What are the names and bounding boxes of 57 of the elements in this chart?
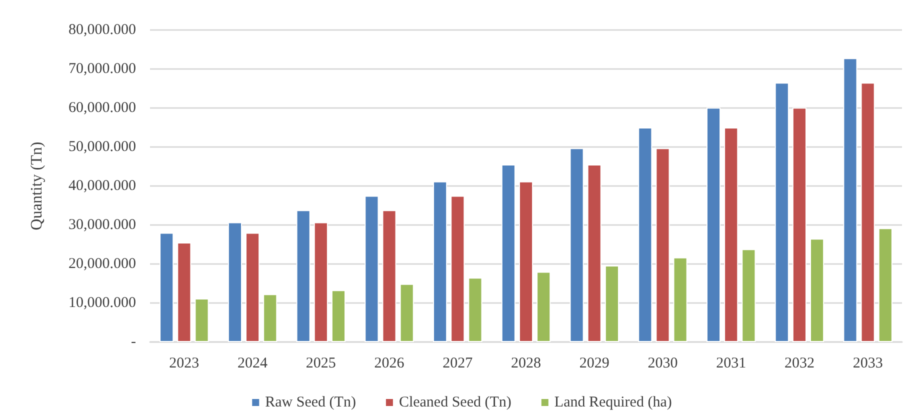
bar	[604, 266, 619, 342]
legend-label: Raw Seed (Tn)	[265, 394, 356, 410]
bar	[468, 278, 482, 342]
bar	[400, 284, 414, 342]
y-axis-title: Quantity (Tn)	[28, 142, 46, 230]
x-tick-label: 2030	[648, 356, 678, 372]
bar	[364, 196, 379, 342]
bar	[501, 164, 516, 342]
x-tick-label: 2031	[716, 356, 746, 372]
bar	[860, 82, 875, 342]
x-tick-label: 2032	[784, 356, 814, 372]
bar	[296, 210, 310, 342]
y-tick-label: 10,000.000	[68, 295, 136, 311]
bar	[331, 290, 346, 342]
bar	[194, 298, 209, 342]
bar	[724, 128, 738, 342]
bar	[656, 148, 670, 342]
y-tick-label: 80,000.000	[68, 22, 136, 38]
bar	[160, 232, 174, 342]
x-tick-label: 2028	[511, 356, 541, 372]
y-tick-label: -	[131, 334, 136, 350]
bar	[314, 222, 328, 342]
y-tick-label: 20,000.000	[68, 256, 136, 272]
x-tick-label: 2025	[306, 356, 336, 372]
x-tick-label: 2033	[852, 356, 883, 372]
x-tick-label: 2026	[374, 356, 405, 372]
bar	[382, 210, 396, 342]
bar	[638, 128, 652, 342]
bar	[878, 228, 892, 342]
bar	[518, 181, 534, 342]
y-tick-label: 60,000.000	[68, 100, 136, 116]
bar	[774, 82, 789, 342]
bar	[450, 196, 465, 342]
bar	[792, 108, 806, 342]
bar	[536, 272, 551, 342]
bar	[263, 294, 278, 342]
bar	[433, 181, 448, 342]
legend-label: Land Required (ha)	[554, 394, 672, 410]
x-tick-label: 2023	[169, 356, 200, 372]
bar	[843, 58, 858, 342]
x-tick-label: 2024	[238, 356, 268, 372]
bar	[228, 222, 242, 342]
y-tick-label: 50,000.000	[68, 139, 136, 155]
legend-label: Cleaned Seed (Tn)	[398, 394, 512, 410]
y-tick-label: 70,000.000	[68, 61, 136, 77]
x-tick-label: 2027	[442, 356, 474, 372]
y-tick-label: 30,000.000	[68, 217, 136, 233]
y-tick-label: 40,000.000	[68, 178, 136, 194]
bar	[570, 148, 584, 342]
bar	[810, 238, 824, 342]
bar	[673, 257, 688, 342]
bar	[177, 242, 192, 342]
bar	[742, 249, 756, 342]
bar	[706, 108, 721, 342]
bar	[246, 232, 260, 342]
x-tick-label: 2029	[579, 356, 610, 372]
bar	[587, 164, 602, 342]
